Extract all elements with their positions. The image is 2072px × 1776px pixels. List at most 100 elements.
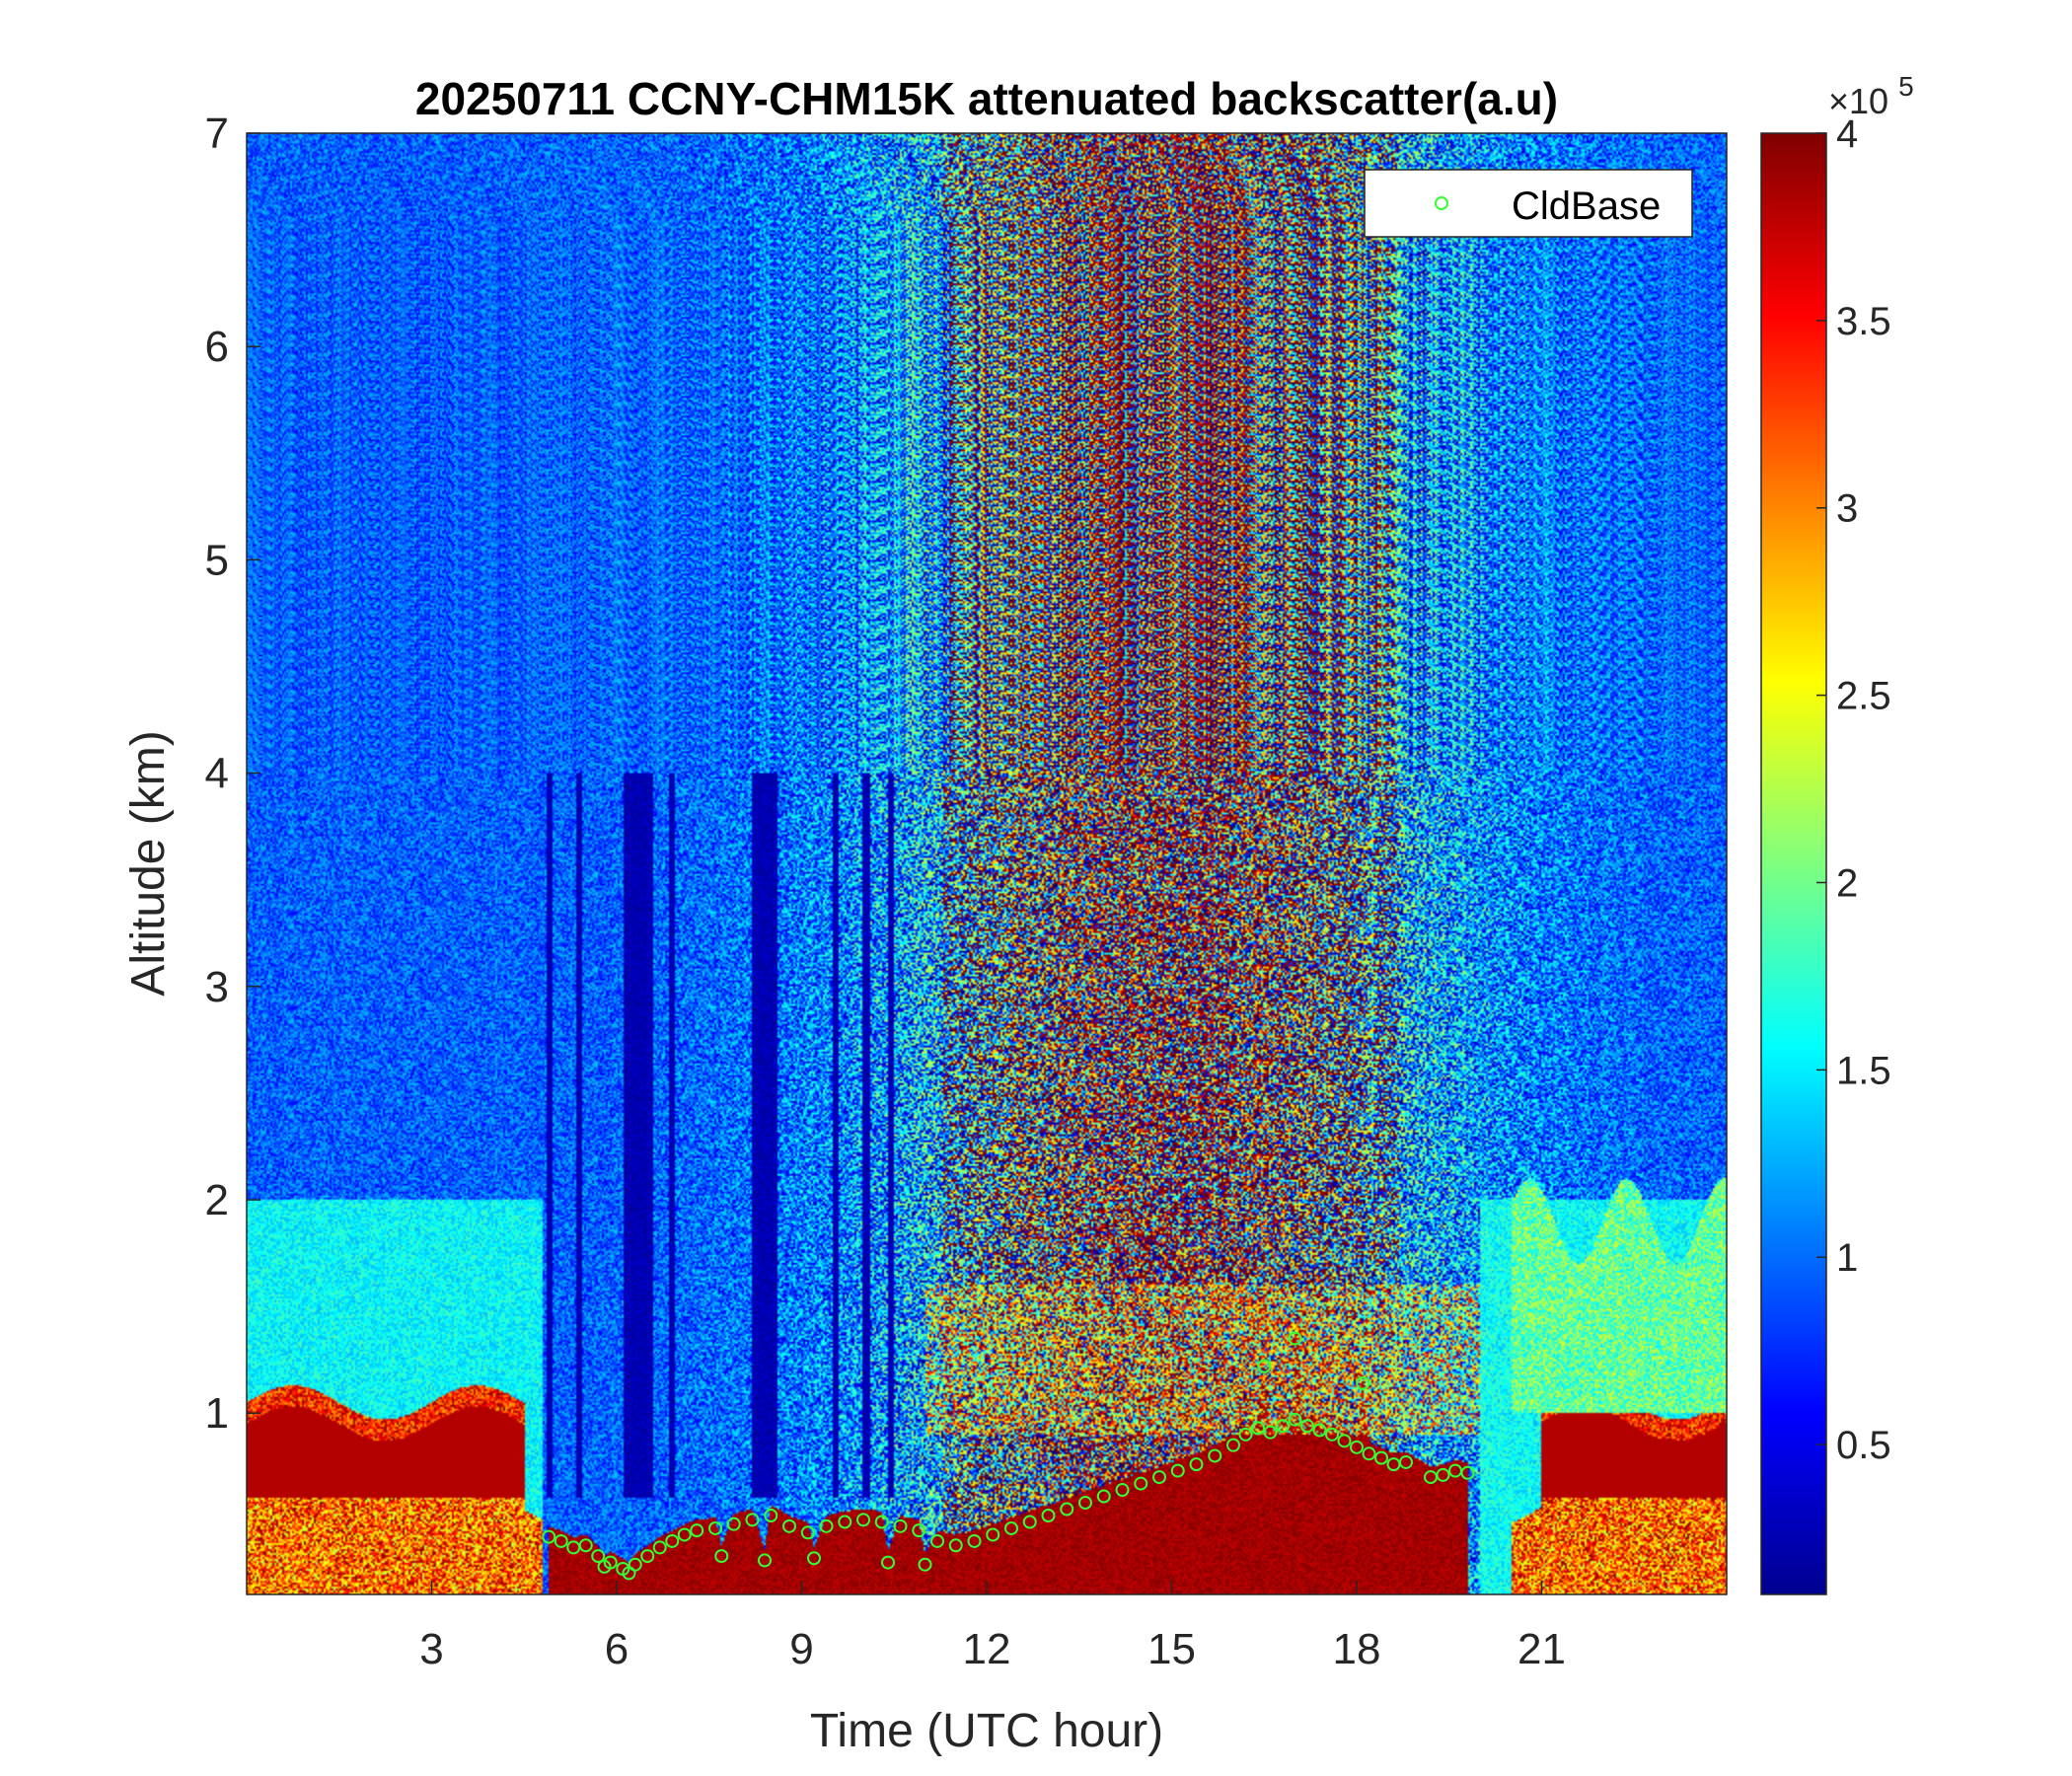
colorbar-tick-label: 3	[1836, 487, 1858, 531]
colorbar-tick-label: 3.5	[1836, 300, 1891, 343]
cloud-base-point	[1276, 1419, 1290, 1434]
colorbar-multiplier-base: ×10	[1828, 81, 1888, 121]
cloud-base-point	[745, 1513, 760, 1527]
backscatter-heatmap	[247, 133, 1727, 1594]
cloud-base-point	[591, 1549, 606, 1564]
cloud-base-point	[1134, 1476, 1148, 1491]
cloud-base-point	[838, 1515, 852, 1529]
cloud-base-point	[1060, 1502, 1074, 1517]
colorbar-gradient	[1760, 132, 1827, 1595]
x-tick-label: 15	[1147, 1625, 1196, 1673]
x-tick-label: 9	[789, 1625, 813, 1673]
x-tick-label: 6	[605, 1625, 629, 1673]
colorbar-tick-label: 1	[1836, 1236, 1858, 1280]
y-tick-label: 6	[205, 323, 229, 371]
x-tick-label: 18	[1333, 1625, 1381, 1673]
y-tick-label: 4	[205, 750, 229, 798]
cloud-base-point	[1460, 1465, 1475, 1480]
cloud-base-point	[948, 1538, 963, 1553]
cloud-base-point	[764, 1509, 778, 1523]
cloud-base-point	[597, 1559, 612, 1574]
cloud-base-point	[1325, 1427, 1339, 1442]
plot-area	[246, 132, 1728, 1595]
cloud-base-point	[1263, 1425, 1278, 1440]
cloud-base-point	[1115, 1483, 1130, 1498]
colorbar: 0.5 1 1.5 2 2.5 3 3.5 4 ×10 5	[1760, 71, 1914, 1595]
legend-marker-circle	[1435, 196, 1448, 210]
cloud-base-point	[986, 1527, 1000, 1542]
y-tick-label: 1	[205, 1389, 229, 1438]
cloud-base-point	[652, 1540, 667, 1555]
cloud-base-point	[622, 1566, 636, 1581]
cloud-base-point	[1152, 1470, 1166, 1485]
cloud-base-point	[893, 1518, 908, 1533]
legend-entry-cldbase: CldBase	[1512, 185, 1661, 228]
colorbar-tick-label: 0.5	[1836, 1424, 1891, 1467]
colorbar-tick-label: 1.5	[1836, 1049, 1891, 1092]
y-axis: 1 2 3 4 5 6 7	[205, 110, 260, 1438]
cloud-base-point	[1022, 1515, 1037, 1529]
x-axis: 3 6 9 12 15 18 21	[419, 1581, 1566, 1673]
cloud-base-point	[1238, 1427, 1253, 1442]
cloud-base-point	[874, 1515, 889, 1529]
chart-title: 20250711 CCNY-CHM15K attenuated backscat…	[415, 73, 1558, 124]
cloud-base-point	[640, 1549, 655, 1564]
colorbar-tick-label: 4	[1836, 112, 1858, 156]
cloud-base-point	[930, 1533, 944, 1548]
cloud-base-point	[1251, 1421, 1265, 1436]
colorbar-tick-label: 2.5	[1836, 675, 1891, 718]
legend: CldBase	[1364, 169, 1693, 238]
cloud-base-point	[1436, 1467, 1450, 1482]
cloud-base-point	[708, 1520, 722, 1535]
cloud-base-point	[1257, 1359, 1272, 1373]
cloud-base-point	[578, 1538, 593, 1553]
cloud-base-point	[1374, 1450, 1388, 1465]
cloud-base-point	[1208, 1448, 1222, 1463]
cloud-base-point	[690, 1523, 704, 1538]
y-tick-label: 3	[205, 963, 229, 1011]
cloud-base-point	[1350, 1440, 1364, 1454]
cloud-base-point	[1312, 1423, 1327, 1438]
x-axis-label: Time (UTC hour)	[810, 1705, 1163, 1757]
cloud-base-point	[554, 1533, 568, 1548]
cloud-base-point	[1226, 1438, 1240, 1452]
y-tick-label: 2	[205, 1176, 229, 1224]
cloud-base-point	[1170, 1463, 1185, 1478]
cloud-base-point	[819, 1518, 834, 1533]
cloud-base-point	[782, 1518, 796, 1533]
cloud-base-point	[758, 1553, 772, 1568]
cloud-base-point	[881, 1555, 895, 1570]
cloud-base-point	[1004, 1520, 1018, 1535]
cloud-base-point	[1399, 1454, 1413, 1469]
cloud-base-point	[726, 1517, 741, 1531]
cloud-base-point	[967, 1533, 982, 1548]
cloud-base-point	[918, 1557, 932, 1572]
cloud-base-series	[542, 1331, 1475, 1581]
cloud-base-point	[1078, 1496, 1092, 1511]
x-tick-label: 21	[1517, 1625, 1566, 1673]
cloud-base-point	[1096, 1489, 1111, 1504]
cloud-base-point	[1041, 1509, 1056, 1523]
cloud-base-point	[542, 1529, 556, 1544]
cloud-base-point	[714, 1549, 729, 1564]
colorbar-multiplier: ×10 5	[1828, 71, 1914, 121]
cloud-base-point	[1300, 1419, 1314, 1434]
cloud-base-point	[1288, 1331, 1302, 1346]
y-tick-label: 5	[205, 536, 229, 584]
cloud-base-point	[1362, 1446, 1376, 1461]
cloud-base-point	[1337, 1434, 1352, 1448]
x-tick-label: 3	[419, 1625, 443, 1673]
cloud-base-point	[800, 1525, 815, 1540]
cloud-base-point	[807, 1551, 821, 1566]
y-tick-label: 7	[205, 110, 229, 158]
y-axis-label: Altitude (km)	[122, 730, 175, 996]
cloud-base-point	[856, 1513, 870, 1527]
cloud-base-point	[1189, 1457, 1204, 1472]
cloud-base-point	[1356, 1375, 1370, 1390]
cloud-base-point	[677, 1527, 692, 1542]
cloud-base-point	[1288, 1412, 1302, 1427]
x-tick-label: 12	[963, 1625, 1011, 1673]
cloud-base-point	[912, 1523, 926, 1538]
cloud-base-point	[665, 1533, 680, 1548]
